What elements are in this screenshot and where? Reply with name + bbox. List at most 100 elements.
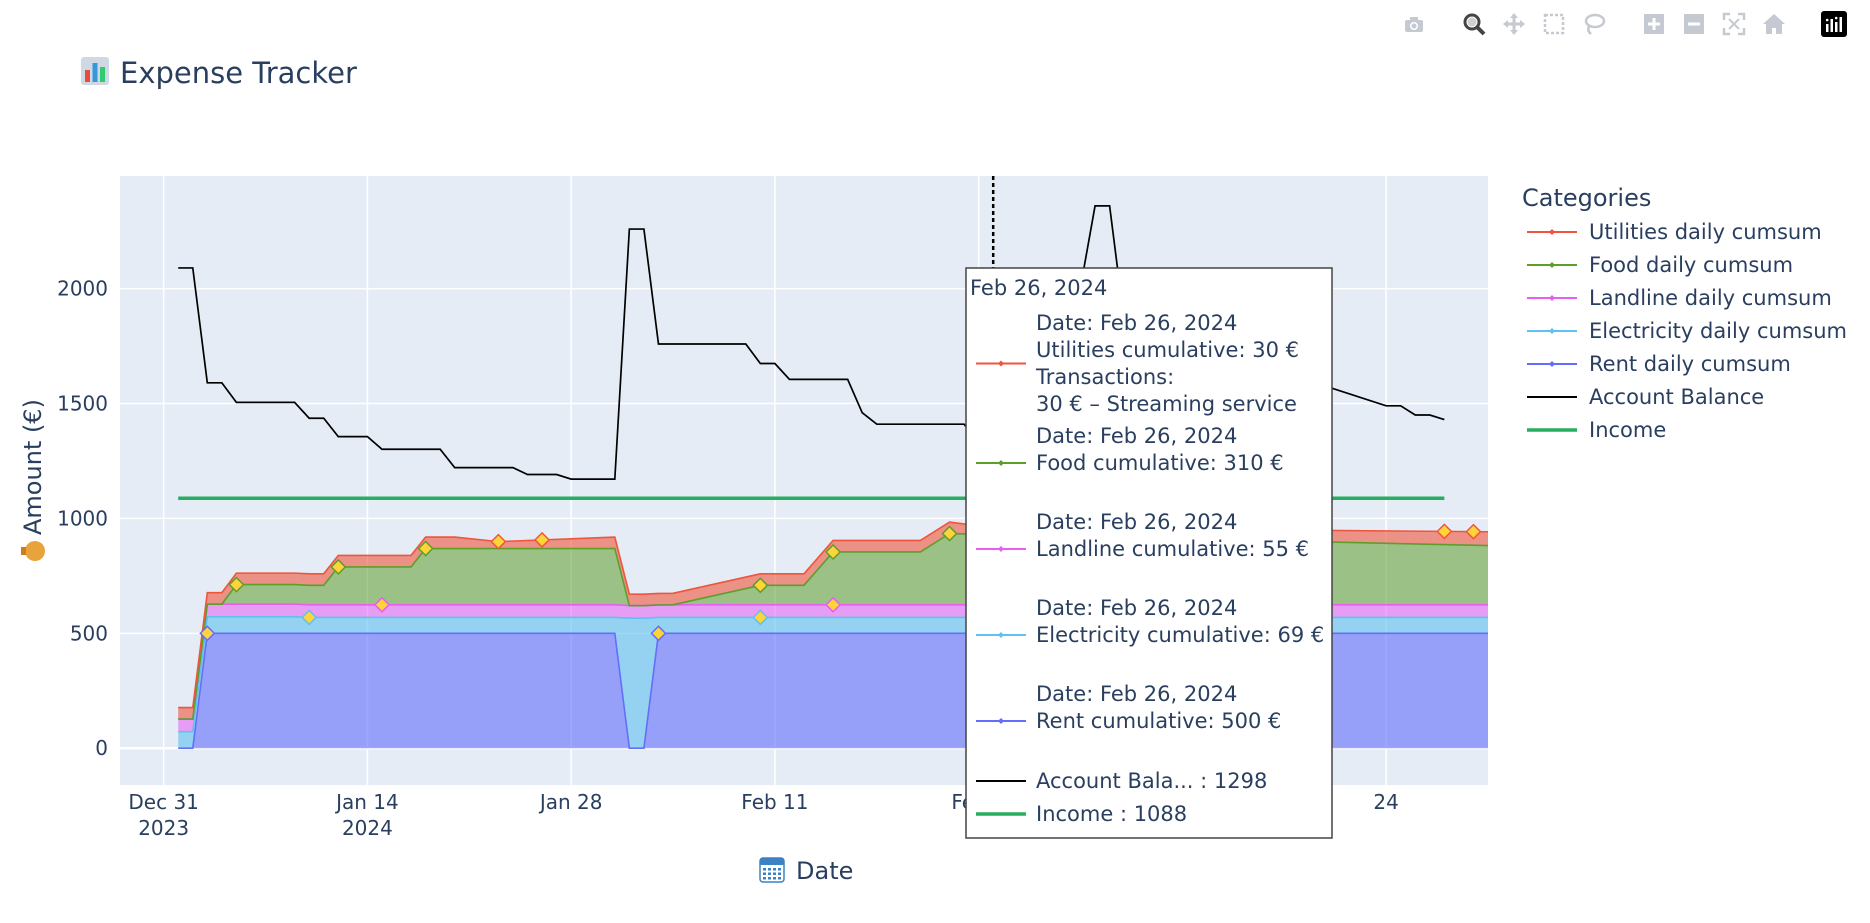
zoom-out-button[interactable] <box>1676 8 1712 40</box>
transaction-marker-food[interactable] <box>417 540 434 557</box>
legend-label: Utilities daily cumsum <box>1589 220 1822 244</box>
zoom-in-button[interactable] <box>1636 8 1672 40</box>
x-tick-label: 2024 <box>342 816 393 840</box>
legend-swatch-marker <box>1549 361 1555 367</box>
transaction-marker-utilities[interactable] <box>1465 523 1482 540</box>
area-utilities[interactable] <box>178 522 1488 720</box>
chart-title: Expense Tracker <box>80 56 357 93</box>
transaction-marker-utilities[interactable] <box>533 531 551 548</box>
hover-line: Utilities cumulative: 30 € <box>1036 338 1299 362</box>
reset-axes-button[interactable] <box>1756 8 1792 40</box>
transaction-marker-rent[interactable] <box>199 625 216 642</box>
hover-line: Date: Feb 26, 2024 <box>1036 424 1237 448</box>
hover-swatch-marker <box>998 546 1004 552</box>
legend-swatch-marker <box>1549 328 1555 334</box>
area-electricity[interactable] <box>178 616 1488 749</box>
transaction-marker-food[interactable] <box>228 576 245 593</box>
x-tick-label: 2023 <box>138 816 189 840</box>
hover-swatch-marker <box>998 360 1004 367</box>
transaction-marker-rent[interactable] <box>650 625 667 642</box>
line-food[interactable] <box>178 532 1489 720</box>
line-electricity[interactable] <box>178 615 1488 733</box>
pan-button[interactable] <box>1496 8 1532 40</box>
hover-line: Date: Feb 26, 2024 <box>1036 510 1237 534</box>
lasso-select-icon <box>1584 13 1606 35</box>
x-tick-label: Dec 31 <box>128 790 199 814</box>
money-bag-emoji-icon <box>21 541 45 561</box>
reset-axes-icon <box>1763 14 1785 34</box>
legend-swatch-marker <box>1549 262 1555 268</box>
hover-line: Account Bala... : 1298 <box>1036 769 1267 793</box>
line-landline[interactable] <box>178 603 1488 720</box>
transaction-marker-food[interactable] <box>330 558 347 575</box>
zoom-out-icon <box>1684 14 1704 34</box>
zoom-button[interactable] <box>1456 8 1492 40</box>
legend-item[interactable]: Food daily cumsum <box>1527 253 1793 277</box>
y-tick-label: 2000 <box>57 277 108 301</box>
hover-line: Rent cumulative: 500 € <box>1036 709 1281 733</box>
hover-tooltip-box <box>965 267 1333 839</box>
hover-tooltip: Feb 26, 2024 Date: Feb 26, 2024 Utilities … <box>965 267 1333 839</box>
transaction-marker-landline[interactable] <box>373 596 391 613</box>
hover-line: Electricity cumulative: 69 € <box>1036 623 1324 647</box>
legend-item[interactable]: Income <box>1527 418 1666 442</box>
plotly-logo-button[interactable] <box>1816 8 1852 40</box>
camera-button[interactable] <box>1396 8 1432 40</box>
y-axis-title-text: Amount (€) <box>19 399 47 535</box>
legend-swatch-marker <box>1549 229 1555 235</box>
transaction-marker-food[interactable] <box>941 525 958 542</box>
legend-item[interactable]: Landline daily cumsum <box>1527 286 1832 310</box>
transaction-marker-landline[interactable] <box>825 596 842 613</box>
box-select-button[interactable] <box>1536 8 1572 40</box>
box-select-icon <box>1543 13 1565 35</box>
legend-label: Account Balance <box>1589 385 1764 409</box>
line-rent[interactable] <box>178 632 1488 750</box>
legend-item[interactable]: Electricity daily cumsum <box>1527 319 1847 343</box>
hover-swatch-marker <box>998 460 1004 466</box>
lasso-select-button[interactable] <box>1576 8 1612 40</box>
line-utilities[interactable] <box>178 521 1489 709</box>
autoscale-button[interactable] <box>1716 8 1752 40</box>
legend-item[interactable]: Utilities daily cumsum <box>1527 220 1822 244</box>
legend-label: Electricity daily cumsum <box>1589 319 1847 343</box>
legend: Categories Utilities daily cumsum Food dai… <box>1522 184 1847 442</box>
transaction-marker-electricity[interactable] <box>301 609 318 626</box>
zoom-icon <box>1463 13 1486 36</box>
autoscale-icon <box>1722 12 1746 36</box>
legend-label: Income <box>1589 418 1666 442</box>
transaction-marker-utilities[interactable] <box>1436 523 1453 540</box>
plotly-logo-icon <box>1821 11 1847 37</box>
legend-item[interactable]: Rent daily cumsum <box>1527 352 1791 376</box>
pan-icon <box>1503 13 1525 35</box>
hover-line: Date: Feb 26, 2024 <box>1036 682 1237 706</box>
transaction-marker-utilities[interactable] <box>490 533 507 550</box>
x-tick-label: 24 <box>1373 790 1398 814</box>
x-tick-label: Jan 14 <box>334 790 399 814</box>
hover-line: Date: Feb 26, 2024 <box>1036 311 1237 335</box>
chart-title-text: Expense Tracker <box>120 56 357 90</box>
bar-chart-emoji-icon <box>80 56 110 93</box>
transaction-marker-food[interactable] <box>825 543 842 561</box>
hover-line: Income : 1088 <box>1036 802 1187 826</box>
legend-title: Categories <box>1522 184 1651 212</box>
legend-label: Rent daily cumsum <box>1589 352 1791 376</box>
calendar-emoji-icon <box>759 857 785 883</box>
legend-item[interactable]: Account Balance <box>1527 385 1764 409</box>
legend-swatch-marker <box>1549 295 1555 301</box>
y-tick-label: 1000 <box>57 506 108 530</box>
modebar <box>1396 8 1852 40</box>
x-tick-label: Jan 28 <box>538 790 603 814</box>
hover-swatch-marker <box>998 632 1004 638</box>
hover-line: Date: Feb 26, 2024 <box>1036 596 1237 620</box>
line-account-balance[interactable] <box>178 205 1445 480</box>
transaction-marker-food[interactable] <box>752 577 769 594</box>
hover-line: 30 € – Streaming service <box>1036 392 1297 416</box>
hover-line: Food cumulative: 310 € <box>1036 451 1284 475</box>
zoom-in-icon <box>1644 14 1664 34</box>
x-axis-title-text: Date <box>796 857 853 885</box>
y-tick-label: 0 <box>95 736 108 760</box>
transaction-marker-electricity[interactable] <box>752 609 769 626</box>
x-axis-title: Date <box>759 857 853 885</box>
hover-line: Landline cumulative: 55 € <box>1036 537 1309 561</box>
